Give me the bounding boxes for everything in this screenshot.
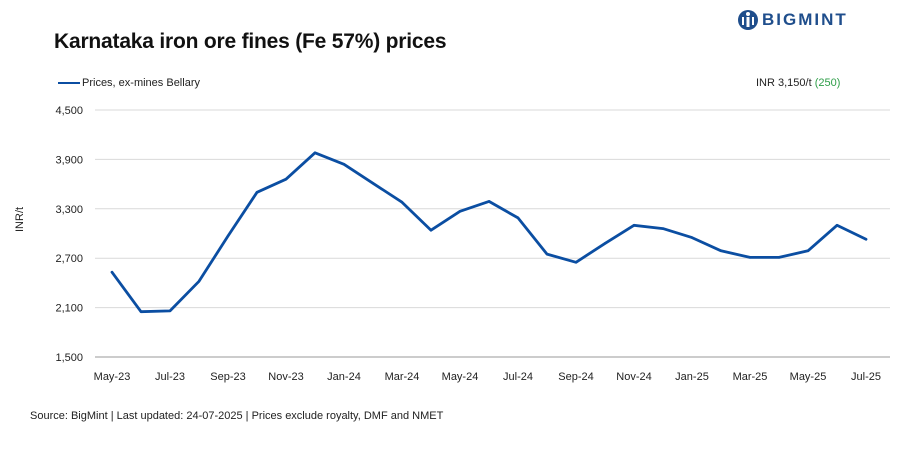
data-point [835,224,839,227]
x-tick-label: Jul-25 [851,371,881,383]
data-point [168,309,172,313]
x-tick-label: May-25 [790,371,827,383]
data-point [661,227,665,230]
data-point [458,210,462,213]
data-point [342,163,346,166]
y-tick-labels: 1,500 2,100 2,700 3,300 3,900 4,500 [55,105,83,364]
price-change: (250) [814,77,841,89]
data-point [226,234,230,238]
x-tick-label: Sep-24 [558,371,593,383]
data-point [284,177,288,181]
data-point [255,191,259,194]
y-tick-label: 3,900 [55,154,83,166]
brand-name: BIGMINT [762,10,848,29]
x-tick-label: Jan-25 [675,371,709,383]
data-point [603,242,607,245]
chart-title: Karnataka iron ore fines (Fe 57%) prices [54,30,447,53]
data-point [110,270,114,274]
series-line [110,151,868,314]
data-point [719,249,723,252]
legend-swatch [58,82,80,84]
x-tick-label: Nov-24 [616,371,651,383]
x-tick-label: May-23 [94,371,131,383]
data-point [777,256,781,259]
x-tick-label: Mar-25 [733,371,768,383]
latest-price: INR 3,150/t [756,77,812,89]
data-point [313,151,317,155]
source-note: Source: BigMint | Last updated: 24-07-20… [30,410,444,422]
data-point [545,252,549,256]
latest-price-note: INR 3,150/t (250) [756,77,840,89]
x-tick-label: Jul-24 [503,371,533,383]
y-tick-label: 2,100 [55,303,83,315]
data-point [487,200,491,203]
data-point [197,280,201,283]
x-tick-label: Jul-23 [155,371,185,383]
x-tick-label: May-24 [442,371,479,383]
y-tick-label: 3,300 [55,204,83,216]
y-tick-label: 1,500 [55,352,83,364]
x-tick-labels: May-23 Jul-23 Sep-23 Nov-23 Jan-24 Mar-24 May-… [94,371,881,383]
legend: Prices, ex-mines Bellary [58,77,200,89]
gridlines [95,109,890,358]
x-tick-label: Mar-24 [385,371,420,383]
data-point [429,229,433,232]
data-point [632,224,636,227]
data-point [574,261,578,264]
data-point [864,238,868,241]
data-point [400,201,404,204]
series-group [110,151,868,314]
x-tick-label: Sep-23 [210,371,245,383]
legend-label: Prices, ex-mines Bellary [82,77,200,89]
data-point [516,216,520,220]
bigmint-logo-icon [738,10,758,30]
y-tick-label: 4,500 [55,105,83,117]
data-point [806,249,810,252]
x-tick-label: Jan-24 [327,371,361,383]
data-point [690,236,694,239]
data-point [748,256,752,259]
y-tick-label: 2,700 [55,253,83,265]
data-point [371,182,375,185]
data-point [139,310,143,313]
brand-logo: BIGMINT [738,8,848,32]
x-tick-label: Nov-23 [268,371,303,383]
